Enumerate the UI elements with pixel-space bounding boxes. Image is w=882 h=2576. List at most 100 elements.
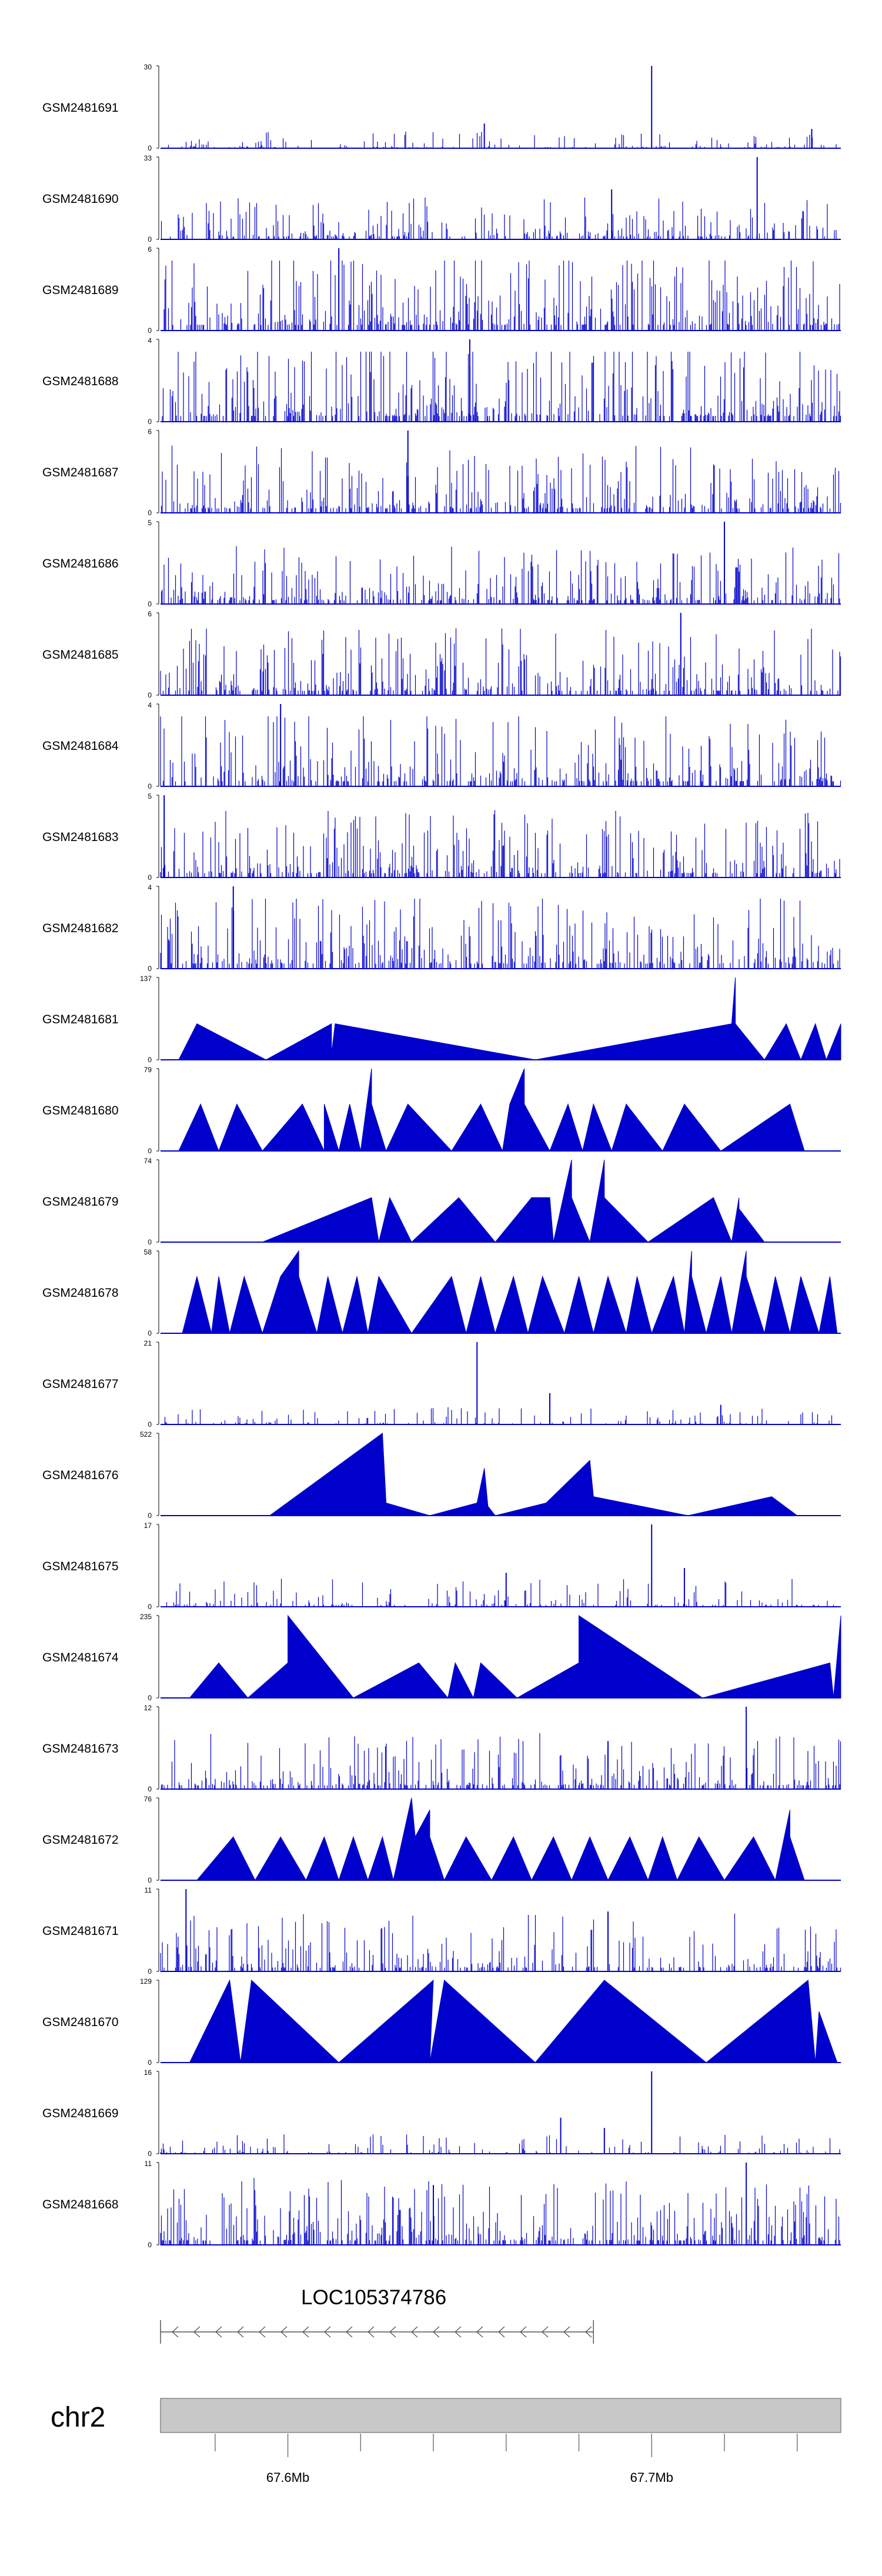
x-axis-tick-label: 67.7Mb (630, 2470, 673, 2485)
strand-arrow (215, 2326, 222, 2338)
tracks-layer: GSM2481691300GSM2481690330GSM248168960GS… (42, 63, 841, 2249)
track-GSM2481673: GSM2481673 12 0 (42, 1704, 841, 1793)
coverage-bars (161, 445, 841, 513)
track-GSM2481683: GSM2481683 5 0 (42, 792, 841, 882)
track-GSM2481680: GSM2481680 79 0 (42, 1066, 841, 1155)
y-axis-max-label: 5 (148, 792, 152, 800)
y-axis-min-label: 0 (148, 2150, 152, 2158)
y-axis-min-label: 0 (148, 1511, 152, 1520)
track-label: GSM2481670 (42, 2016, 119, 2029)
track-GSM2481686: GSM2481686 5 0 (42, 519, 841, 608)
coverage-bars (160, 628, 841, 695)
strand-arrow (324, 2326, 331, 2338)
y-axis-min-label: 0 (148, 873, 152, 882)
y-axis-min-label: 0 (148, 1785, 152, 1793)
coverage-bars (163, 261, 840, 331)
y-axis-max-label: 137 (140, 975, 152, 983)
strand-arrow (346, 2326, 353, 2338)
strand-arrow (520, 2326, 527, 2338)
track-label: GSM2481674 (42, 1651, 119, 1664)
y-axis-max-label: 4 (148, 883, 152, 892)
track-GSM2481677: GSM2481677 21 0 (42, 1339, 841, 1429)
track-label: GSM2481671 (42, 1924, 119, 1938)
y-axis-max-label: 11 (145, 1886, 152, 1894)
strand-arrow (259, 2326, 266, 2338)
track-GSM2481687: GSM2481687 6 0 (42, 428, 841, 517)
y-axis-max-label: 58 (144, 1248, 152, 1256)
coverage-bars (160, 899, 840, 969)
coverage-area (262, 1159, 766, 1243)
track-GSM2481668: GSM2481668 11 0 (42, 2160, 841, 2249)
y-axis-min-label: 0 (148, 965, 152, 973)
coverage-area (269, 1433, 799, 1516)
coverage-area (189, 1614, 841, 1699)
y-axis-min-label: 0 (148, 144, 152, 152)
coverage-bars (160, 2134, 840, 2154)
coverage-bars (168, 131, 837, 148)
x-axis-tick-label: 67.6Mb (266, 2470, 309, 2485)
y-axis-min-label: 0 (148, 782, 152, 790)
y-axis-max-label: 4 (148, 701, 152, 709)
track-GSM2481674: GSM2481674 235 0 (42, 1613, 841, 1702)
y-axis-max-label: 6 (148, 245, 152, 253)
coverage-bars (164, 1407, 833, 1424)
strand-arrow (389, 2326, 396, 2338)
y-axis-max-label: 76 (144, 1795, 152, 1803)
y-axis-max-label: 30 (144, 63, 152, 71)
coverage-bars (161, 197, 837, 239)
track-GSM2481678: GSM2481678 58 0 (42, 1248, 841, 1337)
y-axis-min-label: 0 (148, 1056, 152, 1064)
y-axis-max-label: 16 (144, 2068, 152, 2077)
y-axis-max-label: 11 (145, 2160, 152, 2168)
track-label: GSM2481672 (42, 1833, 119, 1847)
track-GSM2481681: GSM2481681 137 0 (42, 975, 841, 1064)
y-axis-min-label: 0 (148, 600, 152, 608)
track-GSM2481676: GSM2481676 522 0 (42, 1430, 841, 1520)
y-axis-max-label: 17 (144, 1521, 152, 1530)
track-label: GSM2481678 (42, 1286, 119, 1300)
y-axis-min-label: 0 (148, 691, 152, 699)
y-axis-max-label: 6 (148, 610, 152, 618)
y-axis-min-label: 0 (148, 326, 152, 335)
track-GSM2481675: GSM2481675 17 0 (42, 1521, 841, 1611)
track-GSM2481685: GSM2481685 6 0 (42, 610, 841, 699)
track-label: GSM2481688 (42, 375, 119, 388)
coverage-bars (161, 546, 840, 604)
strand-arrow (563, 2326, 570, 2338)
y-axis-min-label: 0 (148, 1603, 152, 1611)
y-axis-min-label: 0 (148, 1967, 152, 1976)
track-GSM2481669: GSM2481669 16 0 (42, 2068, 841, 2158)
coverage-area (178, 977, 841, 1061)
y-axis-min-label: 0 (148, 1329, 152, 1337)
y-axis-min-label: 0 (148, 509, 152, 517)
track-label: GSM2481689 (42, 283, 119, 297)
track-label: GSM2481687 (42, 466, 119, 479)
coverage-bars (161, 1733, 841, 1789)
track-GSM2481670: GSM2481670 129 0 (42, 1977, 841, 2067)
gene-label: LOC105374786 (301, 2286, 446, 2309)
strand-arrow (368, 2326, 375, 2338)
track-label: GSM2481679 (42, 1195, 119, 1209)
track-GSM2481689: GSM2481689 6 0 (42, 245, 841, 335)
y-axis-min-label: 0 (148, 1147, 152, 1155)
strand-arrow (172, 2326, 179, 2338)
track-label: GSM2481683 (42, 830, 119, 844)
y-axis-max-label: 5 (148, 519, 152, 527)
y-axis-min-label: 0 (148, 1876, 152, 1884)
y-axis-max-label: 33 (144, 154, 152, 162)
strand-arrow (476, 2326, 483, 2338)
y-axis-min-label: 0 (148, 1420, 152, 1429)
strand-arrow (433, 2326, 440, 2338)
track-label: GSM2481669 (42, 2107, 119, 2120)
y-axis-max-label: 12 (144, 1704, 152, 1712)
strand-arrow (193, 2326, 201, 2338)
strand-arrow (585, 2326, 592, 2338)
strand-arrow (237, 2326, 244, 2338)
track-label: GSM2481690 (42, 192, 119, 206)
chromosome-layer: chr2 67.6Mb 67.7Mb (51, 2398, 841, 2485)
y-axis-max-label: 6 (148, 428, 152, 436)
strand-arrow (411, 2326, 418, 2338)
track-GSM2481684: GSM2481684 4 0 (42, 701, 841, 790)
coverage-bars (160, 1913, 841, 1971)
track-label: GSM2481681 (42, 1013, 119, 1026)
